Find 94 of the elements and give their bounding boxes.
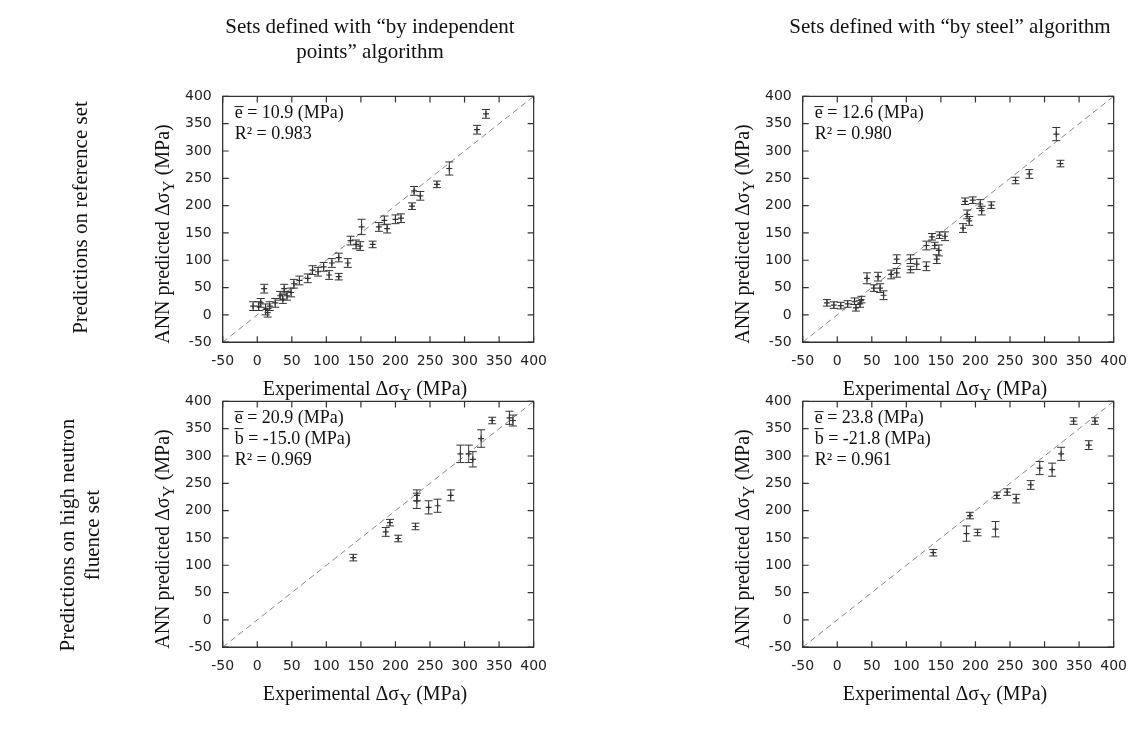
x-tick-label: 400 <box>1100 352 1128 369</box>
x-axis-title: Experimental Δσ$_{Y}$ (MPa) <box>262 377 468 404</box>
y-tick-label: -50 <box>768 637 792 654</box>
annotation: R² = 0.983 <box>234 123 312 144</box>
x-tick-label: 300 <box>1031 657 1058 674</box>
x-tick-label: 50 <box>862 352 881 369</box>
y-tick-label: 350 <box>764 419 792 436</box>
y-tick-label: 200 <box>764 196 792 213</box>
y-tick-label: 100 <box>764 555 792 572</box>
y-tick-label: 50 <box>773 278 792 295</box>
y-tick-label: 50 <box>773 583 792 600</box>
y-tick-label: 300 <box>184 141 212 158</box>
x-tick-label: 350 <box>485 657 513 674</box>
x-axis-title: Experimental Δσ$_{Y}$ (MPa) <box>261 682 469 710</box>
y-tick-label: -50 <box>768 332 792 349</box>
y-tick-label: 0 <box>202 305 212 322</box>
chart-title: Sets defined with “by steel” algorithm <box>788 14 1112 39</box>
annotation: e̅ = 20.9 (MPa) <box>234 407 344 428</box>
x-tick-label: 0 <box>832 352 842 369</box>
x-tick-label: 150 <box>347 657 375 674</box>
y-tick-label: 300 <box>764 141 792 158</box>
annotation: e̅ = 23.8 (MPa) <box>814 407 924 428</box>
x-tick-label: 100 <box>892 657 920 674</box>
text: Predictions on high neutron fluence set <box>55 417 105 654</box>
x-tick-label: 150 <box>927 352 955 369</box>
y-tick-label: 0 <box>202 610 212 627</box>
x-tick-label: 0 <box>252 657 262 674</box>
x-tick-label: 50 <box>862 657 881 674</box>
x-tick-label: 50 <box>282 657 301 674</box>
y-tick-label: 150 <box>184 223 212 240</box>
x-tick-label: 0 <box>252 352 262 369</box>
y-tick-label: -50 <box>188 637 212 654</box>
y-tick-label: 250 <box>764 168 792 185</box>
chart-title: Sets defined with “by independent points” algorithm <box>224 14 516 64</box>
annotation: e̅ = 10.9 (MPa) <box>234 102 344 123</box>
annotation: b̅ = -15.0 (MPa) <box>234 428 351 449</box>
y-tick-label: 200 <box>184 501 212 518</box>
y-tick-label: 0 <box>782 305 792 322</box>
y-tick-label: 400 <box>184 392 212 409</box>
y-tick-label: 50 <box>193 278 212 295</box>
annotation: e̅ = 12.6 (MPa) <box>814 102 924 123</box>
x-tick-label: 300 <box>1031 352 1058 369</box>
x-tick-label: 350 <box>1065 657 1093 674</box>
x-tick-label: 300 <box>451 657 478 674</box>
annotation: b̅ = -21.8 (MPa) <box>814 428 931 449</box>
y-tick-label: 300 <box>764 446 792 463</box>
x-tick-label: 150 <box>347 352 375 369</box>
y-tick-label: 150 <box>764 528 792 545</box>
annotation: R² = 0.969 <box>234 449 312 470</box>
x-tick-label: 100 <box>312 657 340 674</box>
y-tick-label: 350 <box>184 419 212 436</box>
y-tick-label: 200 <box>764 501 792 518</box>
y-tick-label: 400 <box>764 392 792 409</box>
y-tick-label: 100 <box>184 250 212 267</box>
x-axis-title: Experimental Δσ$_{Y}$ (MPa) <box>842 377 1048 404</box>
y-tick-label: 200 <box>184 196 212 213</box>
x-tick-label: 400 <box>520 657 548 674</box>
x-tick-label: 100 <box>312 352 340 369</box>
x-tick-label: 350 <box>485 352 513 369</box>
x-tick-label: 50 <box>282 352 301 369</box>
y-tick-label: 150 <box>184 528 212 545</box>
x-tick-label: 0 <box>832 657 842 674</box>
y-tick-label: -50 <box>188 332 212 349</box>
text: Predictions on reference set <box>67 100 93 336</box>
y-tick-label: 50 <box>193 583 212 600</box>
y-tick-label: 400 <box>184 87 212 104</box>
y-tick-label: 250 <box>184 168 212 185</box>
y-tick-label: 100 <box>184 555 212 572</box>
x-tick-label: 250 <box>996 657 1024 674</box>
y-tick-label: 300 <box>184 446 212 463</box>
x-tick-label: 250 <box>416 657 444 674</box>
x-tick-label: 150 <box>927 657 955 674</box>
x-tick-label: 200 <box>382 352 409 369</box>
x-tick-label: 400 <box>1100 657 1128 674</box>
y-tick-label: 0 <box>782 610 792 627</box>
x-tick-label: 250 <box>996 352 1024 369</box>
x-tick-label: 400 <box>520 352 548 369</box>
x-tick-label: 350 <box>1065 352 1093 369</box>
x-tick-label: 200 <box>382 657 409 674</box>
y-tick-label: 400 <box>764 87 792 104</box>
y-tick-label: 250 <box>184 473 212 490</box>
x-tick-label: 200 <box>962 657 989 674</box>
x-tick-label: 200 <box>962 352 989 369</box>
x-tick-label: 300 <box>451 352 478 369</box>
y-tick-label: 350 <box>764 114 792 131</box>
x-tick-label: 250 <box>416 352 444 369</box>
y-tick-label: 350 <box>184 114 212 131</box>
annotation: R² = 0.980 <box>814 123 892 144</box>
x-tick-label: 100 <box>892 352 920 369</box>
y-tick-label: 250 <box>764 473 792 490</box>
x-axis-title: Experimental Δσ$_{Y}$ (MPa) <box>841 682 1049 710</box>
y-tick-label: 150 <box>764 223 792 240</box>
annotation: R² = 0.961 <box>814 449 892 470</box>
y-tick-label: 100 <box>764 250 792 267</box>
